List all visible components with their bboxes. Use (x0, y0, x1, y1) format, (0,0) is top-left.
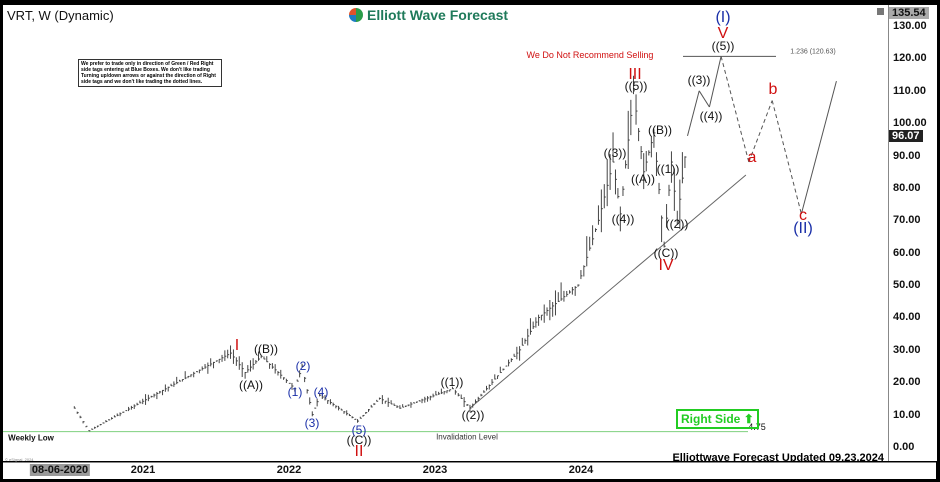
y-tick-label: 120.00 (893, 52, 927, 65)
y-tick-label: 10.00 (893, 408, 921, 421)
projection-segment (687, 90, 700, 137)
price-axis[interactable]: 130.00 120.00 110.00 100.00 90.00 80.00 70.00 6… (888, 5, 937, 461)
wave-label: IV (658, 257, 674, 274)
no-sell-note: We Do Not Recommend Selling (526, 50, 654, 60)
x-tick-label: 2021 (130, 464, 156, 476)
x-tick-label: 2022 (276, 464, 302, 476)
wave-label: ((3)) (687, 73, 711, 87)
wave-label: (I) (715, 9, 731, 26)
wave-label: (II) (793, 220, 813, 237)
trendline (469, 174, 747, 409)
y-tick-label: 110.00 (893, 84, 927, 97)
last-price-tag: 96.07 (889, 129, 923, 142)
chart-settings-icon[interactable] (877, 8, 884, 15)
y-tick-label: 60.00 (893, 246, 921, 259)
wave-label: (4) (313, 385, 329, 399)
wave-label: ((C)) (346, 433, 372, 447)
wave-label: V (717, 25, 729, 42)
y-tick-label: 130.00 (893, 20, 927, 33)
chart-svg (3, 55, 837, 433)
logo-icon (349, 8, 363, 22)
wave-label: ((1)) (440, 375, 464, 389)
projection-segment (720, 56, 750, 163)
wave-label: ((3)) (603, 146, 627, 160)
date-axis[interactable]: 08-06-2020 2021 2022 2023 2024 (3, 462, 936, 479)
wave-label: ((A)) (239, 378, 263, 392)
wave-label: III (628, 66, 642, 83)
wave-label: (1) (287, 385, 303, 399)
wave-label: ((A)) (631, 172, 655, 186)
wave-label: ((2)) (461, 408, 485, 422)
y-tick-label: 30.00 (893, 343, 921, 356)
projection-segment (771, 100, 802, 214)
y-tick-label: 40.00 (893, 311, 921, 324)
wave-label: I (234, 337, 240, 354)
x-tick-label: 2023 (422, 464, 448, 476)
wave-label: ((4)) (611, 212, 635, 226)
wave-label: ((B)) (648, 123, 672, 137)
invalidation-label: Invalidation Level (436, 432, 498, 442)
wave-label: (3) (304, 416, 320, 430)
projection-segment (748, 100, 773, 163)
projection-segment (708, 56, 722, 108)
wave-label: (2) (295, 359, 311, 373)
y-tick-label: 100.00 (893, 117, 927, 130)
disclaimer-box: We prefer to trade only in direction of … (78, 59, 222, 87)
fib-label: 1.236 (120.63) (790, 48, 836, 56)
copyright: © eSignal, 2024 (5, 457, 34, 462)
price-plot[interactable]: VRT, W (Dynamic) Elliott Wave Forecast W… (3, 5, 888, 464)
up-arrow-icon: ⬆ (743, 412, 754, 426)
weekly-low-label: Weekly Low (8, 433, 54, 443)
y-tick-label: 70.00 (893, 214, 921, 227)
logo: Elliott Wave Forecast (349, 7, 508, 23)
wave-label: b (768, 81, 778, 98)
top-price-tag: 135.54 (889, 7, 929, 20)
wave-label: ((5)) (711, 39, 735, 53)
wave-label: c (799, 207, 807, 224)
updated-note: Elliottwave Forecast Updated 09.23.2024 (672, 452, 884, 464)
right-side-tag: Right Side ⬆ (676, 409, 759, 429)
x-tick-label: 08-06-2020 (29, 464, 91, 476)
chart-title: VRT, W (Dynamic) (7, 8, 114, 23)
x-tick-label: 2024 (568, 464, 594, 476)
wave-label: (5) (351, 423, 367, 437)
wave-label: ((C)) (653, 246, 679, 260)
y-tick-label: 90.00 (893, 149, 921, 162)
wave-label: a (747, 149, 757, 166)
projection-segment (800, 80, 837, 214)
y-tick-label: 50.00 (893, 279, 921, 292)
wave-label: ((5)) (624, 79, 648, 93)
wave-label: ((2)) (665, 217, 689, 231)
wave-label: ((B)) (254, 342, 278, 356)
wave-label: II (354, 443, 364, 460)
wave-label: ((1)) (656, 162, 680, 176)
y-tick-label: 20.00 (893, 376, 921, 389)
y-tick-label: 80.00 (893, 181, 921, 194)
projection-segment (698, 90, 710, 108)
wave-label: ((4)) (699, 109, 723, 123)
y-tick-label: 0.00 (893, 441, 915, 453)
